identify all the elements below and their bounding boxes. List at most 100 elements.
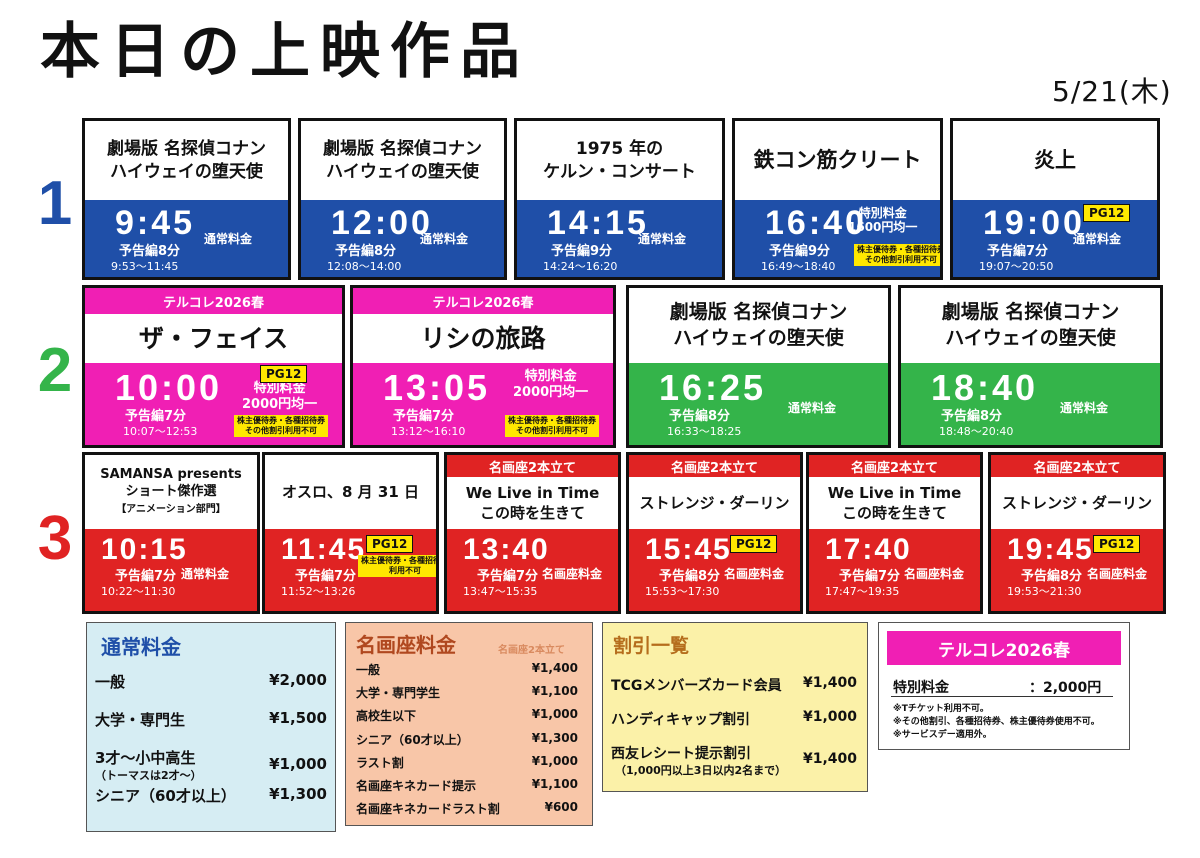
price-row: TCGメンバーズカード会員 ¥1,400 — [603, 675, 867, 709]
trailer-length: 予告編7分 — [115, 569, 177, 584]
price-row: 高校生以下 ¥1,000 — [346, 707, 592, 730]
fare-label: 通常料金 — [181, 567, 230, 581]
screening-range: 18:48～20:40 — [939, 425, 1014, 438]
movie-title-line: 炎上 — [1034, 148, 1076, 173]
trailer-length: 予告編8分 — [669, 409, 731, 424]
price-box-discount: 割引一覧 TCGメンバーズカード会員 ¥1,400 ハンディキャップ割引 ¥1,000 西… — [602, 622, 868, 792]
trailer-length: 予告編8分 — [941, 409, 1003, 424]
price-box-subtitle: 名画座2本立て — [498, 645, 565, 656]
movie-title-line: ハイウェイの堕天使 — [110, 161, 263, 182]
usage-note-line: その他割引利用不可 — [245, 426, 317, 435]
time-band: 19:00 予告編7分 19:07～20:50 通常料金 PG12 — [953, 200, 1157, 277]
showtime-card: 16:25 予告編8分 16:33～18:25 通常料金 劇場版 名探偵コナン ハイウェイ… — [626, 285, 891, 448]
price-label: 特別料金 — [893, 680, 949, 696]
series-label: 名画座2本立て — [629, 455, 800, 477]
fare-label: 通常料金 — [1060, 401, 1109, 415]
fare-label: 通常料金 — [788, 401, 837, 415]
showtime-card: 12:00 予告編8分 12:08～14:00 通常料金 劇場版 名探偵コナン ハイウェイ… — [298, 118, 507, 280]
trailer-length: 予告編8分 — [335, 244, 397, 259]
screening-range: 9:53～11:45 — [111, 260, 179, 273]
movie-title-line: We Live in Time — [465, 483, 600, 502]
price-note: ※サービスデー適用外。 — [893, 730, 992, 740]
price-label: シニア（60才以上） — [356, 732, 469, 747]
price-value: ¥1,400 — [802, 675, 857, 691]
movie-title: リシの旅路 — [353, 314, 613, 363]
time-band: 10:00 予告編7分 10:07～12:53 特別料金 2000円均一 PG12 株主優待… — [85, 363, 342, 445]
fare-label: 通常料金 — [420, 232, 469, 246]
movie-title: ストレンジ・ダーリン — [629, 477, 800, 529]
showtime: 17:40 — [825, 533, 912, 566]
price-underline — [891, 696, 1113, 697]
fare-line: 2000円均一 — [513, 384, 589, 400]
showtime: 12:00 — [331, 204, 433, 242]
screening-range: 11:52～13:26 — [281, 585, 356, 598]
movie-title: 鉄コン筋クリート — [735, 121, 940, 200]
usage-note-line: 株主優待券・各種招待券 — [508, 416, 596, 425]
price-value: ¥1,400 — [802, 751, 857, 767]
date-label: 5/21(木) — [1052, 75, 1172, 108]
price-value: ¥1,100 — [531, 684, 578, 699]
fare-label: 名画座料金 — [904, 567, 965, 581]
showtime: 15:45 — [645, 533, 732, 566]
rating-badge: PG12 — [1093, 535, 1141, 553]
movie-title-line: 1975 年の — [575, 138, 664, 159]
showtime: 16:25 — [659, 367, 767, 408]
movie-title: 劇場版 名探偵コナン ハイウェイの堕天使 — [629, 288, 888, 363]
movie-title-line: ハイウェイの堕天使 — [673, 326, 844, 349]
trailer-length: 予告編8分 — [119, 244, 181, 259]
showtime: 18:40 — [931, 367, 1039, 408]
price-label: 高校生以下 — [356, 709, 417, 724]
movie-title: 炎上 — [953, 121, 1157, 200]
movie-title: SAMANSA presents ショート傑作選 【アニメーション部門】 — [85, 455, 257, 529]
price-sub: （1,000円以上3日以内2名まで） — [615, 764, 787, 777]
series-label: テルコレ2026春 — [353, 288, 613, 314]
price-box-title: 名画座料金 — [356, 633, 456, 657]
movie-title-line: 劇場版 名探偵コナン — [941, 300, 1120, 323]
trailer-length: 予告編7分 — [295, 569, 357, 584]
usage-note: 株主優待券・各種招待券 その他割引利用不可 — [854, 244, 940, 266]
price-row: 3才～小中高生 ¥1,000 （トーマスは2才～） — [87, 747, 335, 785]
price-value: ¥1,000 — [269, 755, 327, 773]
usage-note: 株主優待券・各種招待券 その他割引利用不可 — [505, 415, 599, 437]
price-row: 大学・専門学生 ¥1,100 — [346, 684, 592, 707]
price-note: ※Tチケット利用不可。 — [893, 704, 989, 714]
movie-title: ザ・フェイス — [85, 314, 342, 363]
screening-range: 16:49～18:40 — [761, 260, 836, 273]
movie-title-line: We Live in Time — [827, 483, 962, 502]
screening-range: 12:08～14:00 — [327, 260, 402, 273]
price-label: 一般 — [95, 673, 126, 691]
showtime-card: 18:40 予告編8分 18:48～20:40 通常料金 劇場版 名探偵コナン ハイウェイ… — [898, 285, 1163, 448]
price-value: ¥600 — [544, 800, 578, 815]
movie-title-line: ストレンジ・ダーリン — [639, 493, 790, 512]
movie-title-line: この時を生きて — [479, 504, 585, 522]
usage-note-line: 株主優待券・各種招待券 — [237, 416, 325, 425]
screening-range: 13:12～16:10 — [391, 425, 466, 438]
movie-title-line: 劇場版 名探偵コナン — [669, 300, 848, 323]
movie-title-line: 【アニメーション部門】 — [116, 503, 226, 515]
movie-title: 劇場版 名探偵コナン ハイウェイの堕天使 — [301, 121, 504, 200]
usage-note-line: 利用不可 — [389, 566, 421, 575]
showtime-card: 13:40 予告編7分 13:47～15:35 名画座料金 名画座2本立て We Live… — [444, 452, 621, 614]
time-band: 16:25 予告編8分 16:33～18:25 通常料金 — [629, 363, 888, 445]
price-row: 一般 ¥1,400 — [346, 661, 592, 684]
price-value: ¥1,300 — [269, 785, 327, 803]
fare-label: 特別料金 1600円均一 — [848, 206, 917, 235]
showtime-card: 14:15 予告編9分 14:24～16:20 通常料金 1975 年の ケルン・コンサー… — [514, 118, 725, 280]
movie-title-line: 鉄コン筋クリート — [753, 148, 922, 173]
price-sub: （トーマスは2才～） — [95, 769, 202, 782]
price-label: ハンディキャップ割引 — [611, 712, 751, 728]
fare-line: 1600円均一 — [848, 220, 918, 235]
price-box-title: 通常料金 — [101, 635, 181, 659]
time-band: 13:05 予告編7分 13:12～16:10 特別料金 2000円均一 株主優待券・各種… — [353, 363, 613, 445]
series-label: 名画座2本立て — [809, 455, 980, 477]
price-row: 名画座キネカードラスト割 ¥600 — [346, 800, 592, 823]
time-band: 19:45 予告編8分 19:53～21:30 名画座料金 PG12 — [991, 529, 1163, 611]
trailer-length: 予告編9分 — [551, 244, 613, 259]
price-value: ¥1,000 — [531, 707, 578, 722]
time-band: 15:45 予告編8分 15:53～17:30 名画座料金 PG12 — [629, 529, 800, 611]
movie-title-line: ザ・フェイス — [138, 323, 289, 353]
fare-label: 名画座料金 — [724, 567, 785, 581]
showtime: 14:15 — [547, 204, 649, 242]
